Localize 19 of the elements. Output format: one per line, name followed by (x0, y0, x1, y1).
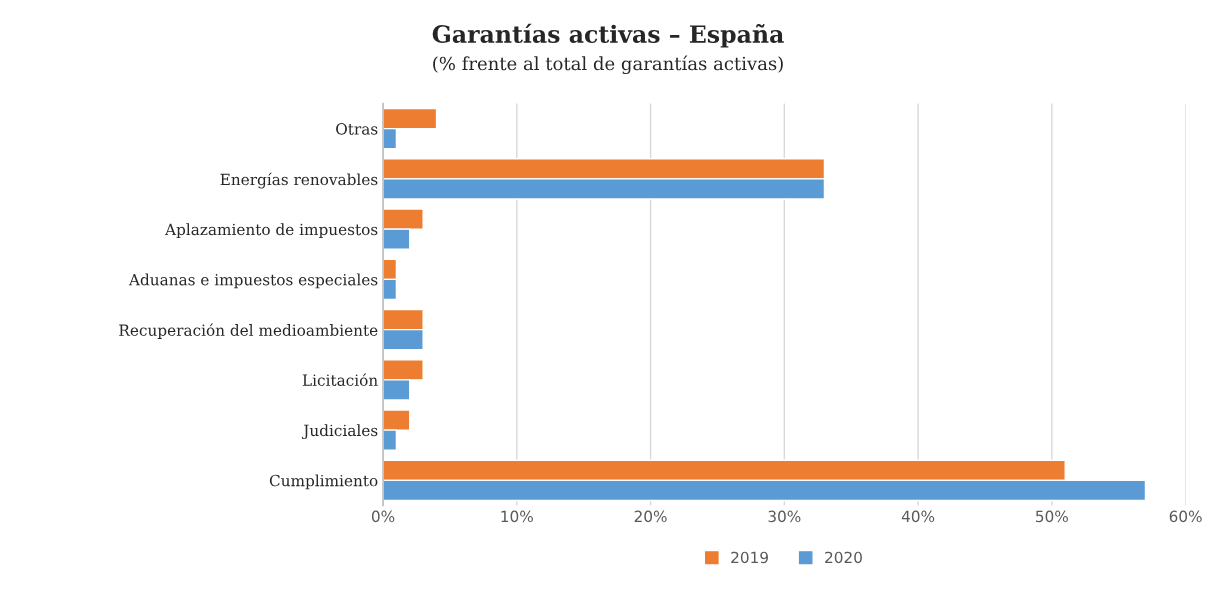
x-tick-label: 0% (371, 510, 395, 523)
x-tick-label: 30% (768, 510, 801, 523)
y-tick-label: Recuperación del medioambiente (119, 323, 378, 339)
y-tick-label: Judiciales (301, 424, 378, 440)
y-tick-label: Aplazamiento de impuestos (164, 223, 378, 239)
legend-label: 2019 (731, 551, 768, 564)
y-tick-label: Licitación (302, 373, 378, 386)
y-tick-label: Aduanas e impuestos especiales (128, 273, 378, 289)
x-tick-label: 50% (1036, 510, 1068, 523)
chart-title: Garantías activas – España (432, 23, 784, 48)
legend-label: 2020 (825, 551, 862, 564)
y-tick-label: Cumplimiento (269, 474, 378, 490)
y-tick-label: Otras (336, 123, 378, 135)
y-tick-label: Energías renovables (220, 172, 378, 189)
x-tick-label: 40% (901, 510, 935, 523)
x-tick-label: 10% (501, 510, 533, 523)
x-tick-label: 20% (634, 510, 667, 523)
x-tick-label: 60% (1169, 510, 1202, 523)
chart-subtitle: (% frente al total de garantías activas) (433, 55, 783, 75)
